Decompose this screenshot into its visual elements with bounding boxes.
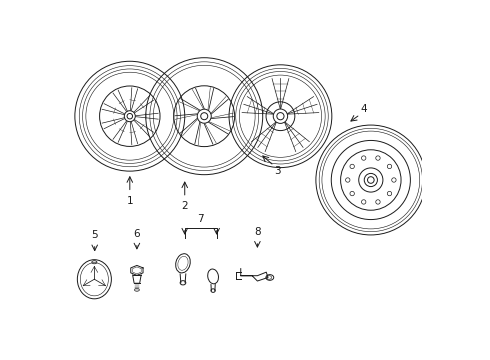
Text: 1: 1 xyxy=(126,196,133,206)
Text: 6: 6 xyxy=(134,229,140,239)
Text: 5: 5 xyxy=(92,230,98,240)
Text: 4: 4 xyxy=(360,104,367,114)
Text: 2: 2 xyxy=(181,201,188,211)
Text: 7: 7 xyxy=(197,213,204,224)
Text: 3: 3 xyxy=(274,166,281,176)
Text: 8: 8 xyxy=(254,228,261,238)
